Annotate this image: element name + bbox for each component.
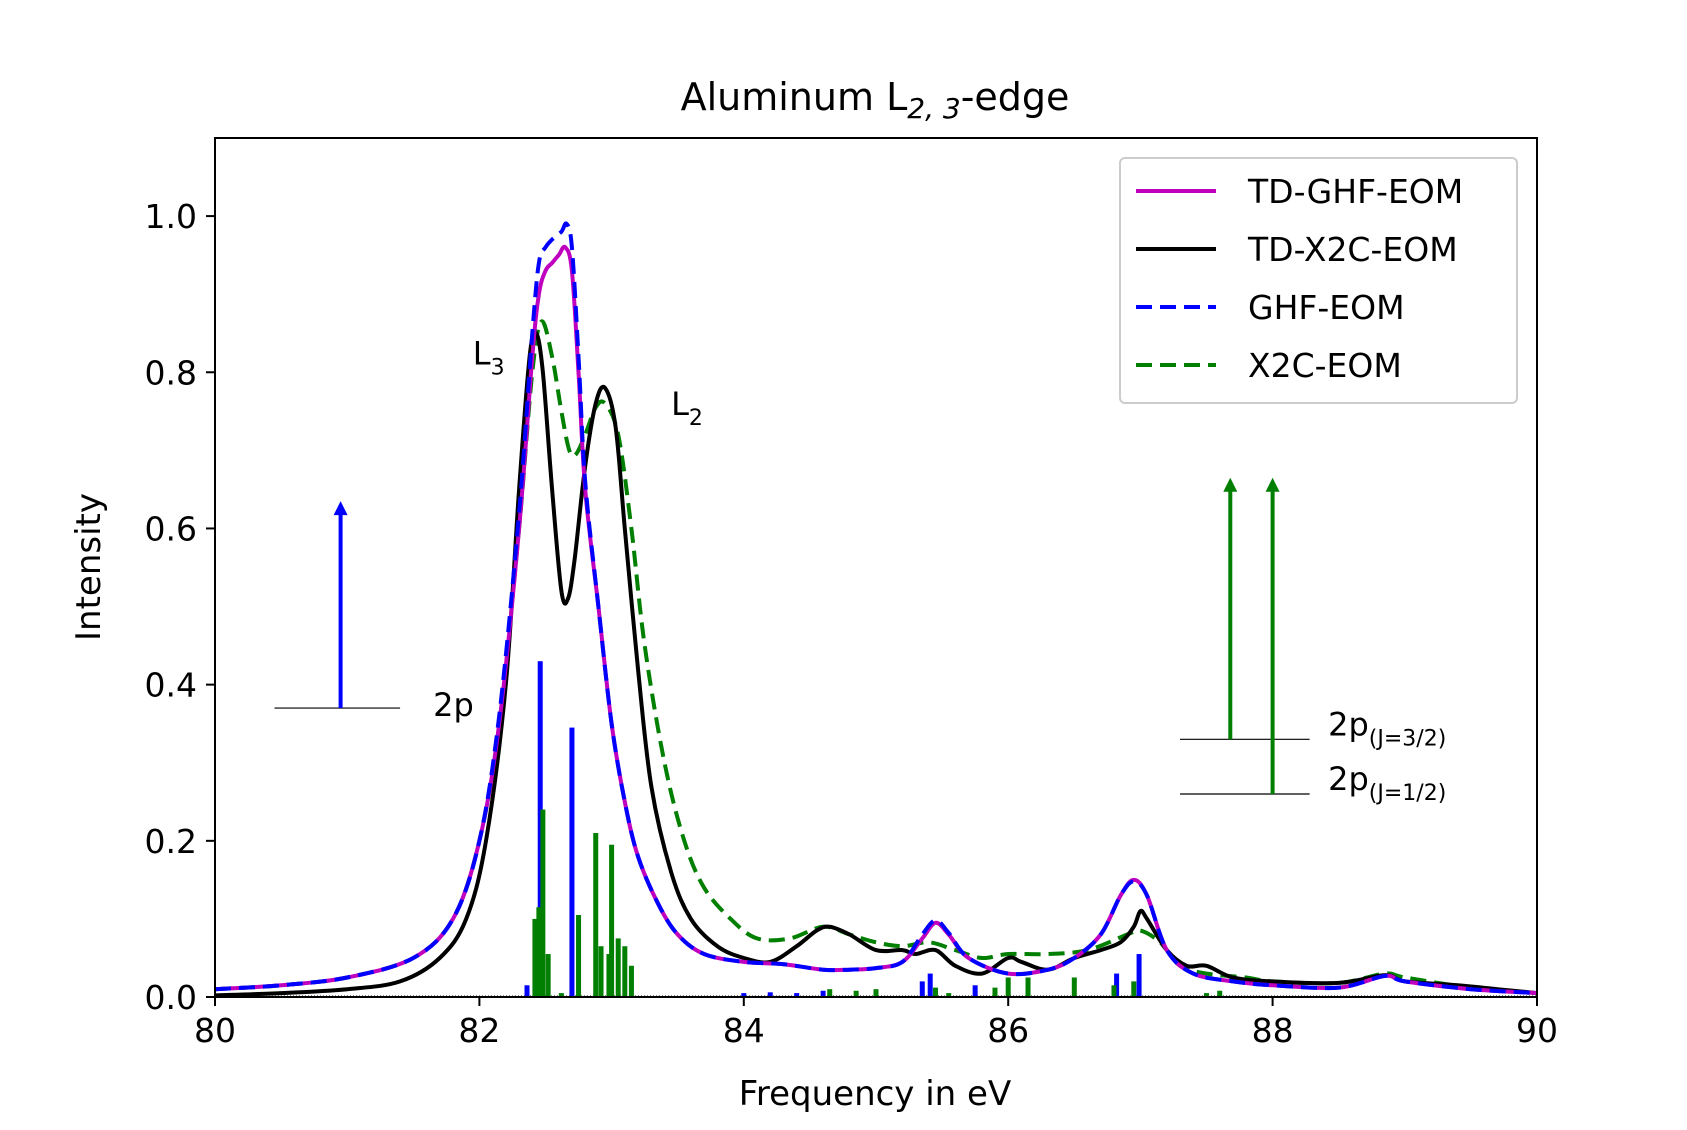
stick-1-6 xyxy=(593,833,599,997)
stick-1-24 xyxy=(1204,993,1209,997)
y-tick-label-1: 0.2 xyxy=(145,822,197,861)
y-tick-label-5: 1.0 xyxy=(145,197,197,236)
transition-arrow-head-0 xyxy=(333,501,348,516)
stick-1-7 xyxy=(598,946,604,997)
chart-title: Aluminum L2, 3-edge xyxy=(681,75,1070,125)
stick-1-8 xyxy=(606,954,612,997)
x-tick-label-0: 80 xyxy=(194,1011,236,1050)
chart-title-subscript: 2, 3 xyxy=(907,92,960,125)
stick-1-4 xyxy=(558,993,564,997)
stick-1-25 xyxy=(1217,990,1223,997)
annotation-text-1: L xyxy=(671,385,689,423)
stick-1-1 xyxy=(536,907,542,997)
stick-1-20 xyxy=(1025,977,1031,997)
x-tick-label-3: 86 xyxy=(987,1011,1029,1050)
plot-content xyxy=(215,221,1537,997)
legend-box xyxy=(1119,157,1518,404)
stick-0-10 xyxy=(1114,973,1120,997)
stick-0-11 xyxy=(1136,954,1142,997)
annotation-3: 2p(J=3/2) xyxy=(1328,705,1446,751)
annotation-text-2: 2p xyxy=(433,686,474,724)
stick-0-1 xyxy=(537,661,543,997)
x-axis-label: Frequency in eV xyxy=(739,1074,1011,1114)
stick-0-6 xyxy=(820,990,826,997)
legend-label-1: TD-X2C-EOM xyxy=(1247,230,1458,269)
stick-1-23 xyxy=(1131,981,1137,997)
stick-1-2 xyxy=(540,809,546,997)
annotation-0: L3 xyxy=(473,334,505,380)
stick-1-14 xyxy=(853,990,859,997)
stick-1-3 xyxy=(545,954,551,997)
stick-1-16 xyxy=(932,987,938,997)
annotation-sub-1: 2 xyxy=(689,406,703,431)
annotation-text-0: L xyxy=(473,334,491,372)
y-tick-label-3: 0.6 xyxy=(145,509,197,548)
stick-0-0 xyxy=(524,985,530,997)
stick-1-5 xyxy=(576,915,582,997)
series-line-td-x2c-eom xyxy=(215,330,1537,997)
stick-0-5 xyxy=(794,993,800,997)
annotation-sub-3: (J=3/2) xyxy=(1369,726,1447,751)
annotation-4: 2p(J=1/2) xyxy=(1328,760,1446,806)
stick-1-12 xyxy=(628,965,634,997)
axes-frame xyxy=(214,137,1538,998)
y-axis-label: Intensity xyxy=(69,493,109,641)
annotation-sub-0: 3 xyxy=(491,355,505,380)
annotation-text-3: 2p xyxy=(1328,705,1369,743)
stick-0-8 xyxy=(927,973,933,997)
stick-1-13 xyxy=(827,989,833,997)
legend-label-3: X2C-EOM xyxy=(1248,346,1402,385)
annotation-2: 2p xyxy=(433,686,474,724)
stick-0-7 xyxy=(919,981,925,997)
stick-1-18 xyxy=(992,987,998,997)
stick-1-10 xyxy=(615,938,621,997)
y-tick-label-0: 0.0 xyxy=(145,978,197,1017)
annotation-text-4: 2p xyxy=(1328,760,1369,798)
x-tick-label-2: 84 xyxy=(723,1011,765,1050)
chart-title-suffix: -edge xyxy=(961,75,1070,119)
stick-1-15 xyxy=(873,989,879,997)
y-tick-label-2: 0.4 xyxy=(145,666,197,705)
transition-arrow-head-2 xyxy=(1265,477,1280,492)
stick-1-0 xyxy=(532,918,538,997)
stick-1-21 xyxy=(1071,977,1077,997)
stick-0-3 xyxy=(741,993,747,997)
legend: TD-GHF-EOM TD-X2C-EOM GHF-EOM X2C-EOM xyxy=(1119,157,1518,404)
transition-arrow-head-1 xyxy=(1223,477,1238,492)
x-tick-label-5: 90 xyxy=(1516,1011,1558,1050)
stick-0-2 xyxy=(569,727,575,997)
chart-title-main: Aluminum L xyxy=(681,75,908,119)
annotation-1: L2 xyxy=(671,385,703,431)
y-tick-label-4: 0.8 xyxy=(145,353,197,392)
stick-1-22 xyxy=(1111,985,1117,997)
stick-1-11 xyxy=(622,946,628,997)
series-line-ghf-eom xyxy=(215,221,1537,996)
legend-label-2: GHF-EOM xyxy=(1248,288,1405,327)
x-tick-label-1: 82 xyxy=(458,1011,500,1050)
stick-0-4 xyxy=(767,992,773,997)
stick-0-9 xyxy=(972,985,978,997)
x-tick-label-4: 88 xyxy=(1252,1011,1294,1050)
stick-1-9 xyxy=(609,844,615,997)
legend-label-0: TD-GHF-EOM xyxy=(1247,172,1463,211)
series-line-x2c-eom xyxy=(215,319,1537,996)
stick-1-17 xyxy=(946,993,952,997)
stick-1-19 xyxy=(1005,977,1011,997)
annotation-sub-4: (J=1/2) xyxy=(1369,781,1447,806)
